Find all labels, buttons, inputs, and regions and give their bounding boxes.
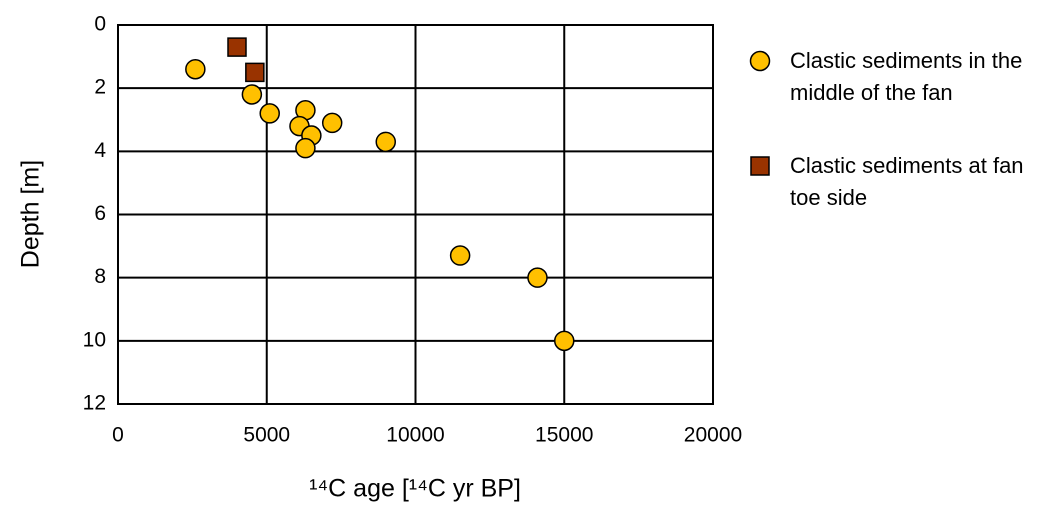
x-tick-label: 20000 — [684, 424, 742, 447]
y-tick-label: 8 — [94, 265, 106, 288]
point — [245, 62, 265, 83]
y-tick-label: 0 — [94, 13, 106, 36]
point — [375, 131, 396, 153]
y-tick-label: 2 — [94, 76, 106, 99]
point — [227, 37, 247, 57]
y-tick-label: 10 — [83, 328, 106, 351]
y-axis-label: Depth [m] — [17, 160, 45, 268]
legend-marker — [749, 50, 771, 72]
y-tick-label: 6 — [94, 202, 106, 225]
point — [241, 84, 263, 105]
y-tick-label: 4 — [94, 139, 106, 162]
y-tick-label: 12 — [83, 392, 106, 415]
x-tick-label: 0 — [112, 424, 124, 447]
legend-label: Clastic sediments in the middle of the f… — [790, 48, 1023, 105]
point — [295, 137, 316, 159]
plot-frame — [117, 24, 714, 405]
point — [259, 103, 280, 124]
x-tick-label: 10000 — [386, 424, 444, 447]
x-tick-label: 15000 — [535, 424, 593, 447]
x-tick-label: 5000 — [243, 424, 290, 447]
legend-marker — [750, 156, 770, 176]
point — [185, 58, 206, 80]
point — [554, 330, 575, 352]
x-axis-label: ¹⁴C age [¹⁴C yr BP] — [309, 475, 521, 503]
point — [321, 112, 343, 134]
point — [527, 267, 548, 288]
legend-label: Clastic sediments at fan toe side — [790, 153, 1024, 210]
point — [449, 245, 471, 266]
